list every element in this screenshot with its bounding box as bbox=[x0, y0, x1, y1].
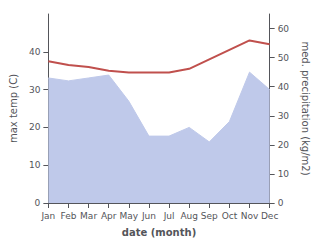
svg-text:Jul: Jul bbox=[163, 211, 175, 221]
svg-text:max temp (C): max temp (C) bbox=[8, 74, 19, 143]
svg-text:Jun: Jun bbox=[141, 211, 156, 221]
svg-text:30: 30 bbox=[278, 111, 290, 121]
svg-text:Dec: Dec bbox=[261, 211, 278, 221]
svg-text:Feb: Feb bbox=[61, 211, 77, 221]
svg-text:Oct: Oct bbox=[222, 211, 238, 221]
svg-text:May: May bbox=[120, 211, 139, 221]
svg-text:Jan: Jan bbox=[40, 211, 55, 221]
svg-text:10: 10 bbox=[278, 169, 290, 179]
svg-text:30: 30 bbox=[29, 85, 41, 95]
svg-text:date (month): date (month) bbox=[122, 227, 196, 238]
svg-text:Aug: Aug bbox=[180, 211, 198, 221]
svg-text:40: 40 bbox=[29, 47, 41, 57]
svg-text:20: 20 bbox=[278, 140, 290, 150]
svg-text:Sep: Sep bbox=[201, 211, 218, 221]
svg-text:40: 40 bbox=[278, 82, 290, 92]
svg-text:60: 60 bbox=[278, 24, 290, 34]
svg-text:0: 0 bbox=[278, 198, 284, 208]
svg-text:10: 10 bbox=[29, 160, 41, 170]
svg-text:Mar: Mar bbox=[80, 211, 97, 221]
svg-text:20: 20 bbox=[29, 122, 41, 132]
svg-text:50: 50 bbox=[278, 53, 290, 63]
svg-text:Nov: Nov bbox=[241, 211, 259, 221]
svg-text:med. precipitation (kg/m2): med. precipitation (kg/m2) bbox=[300, 41, 311, 175]
svg-text:Apr: Apr bbox=[101, 211, 117, 221]
svg-text:0: 0 bbox=[35, 198, 41, 208]
